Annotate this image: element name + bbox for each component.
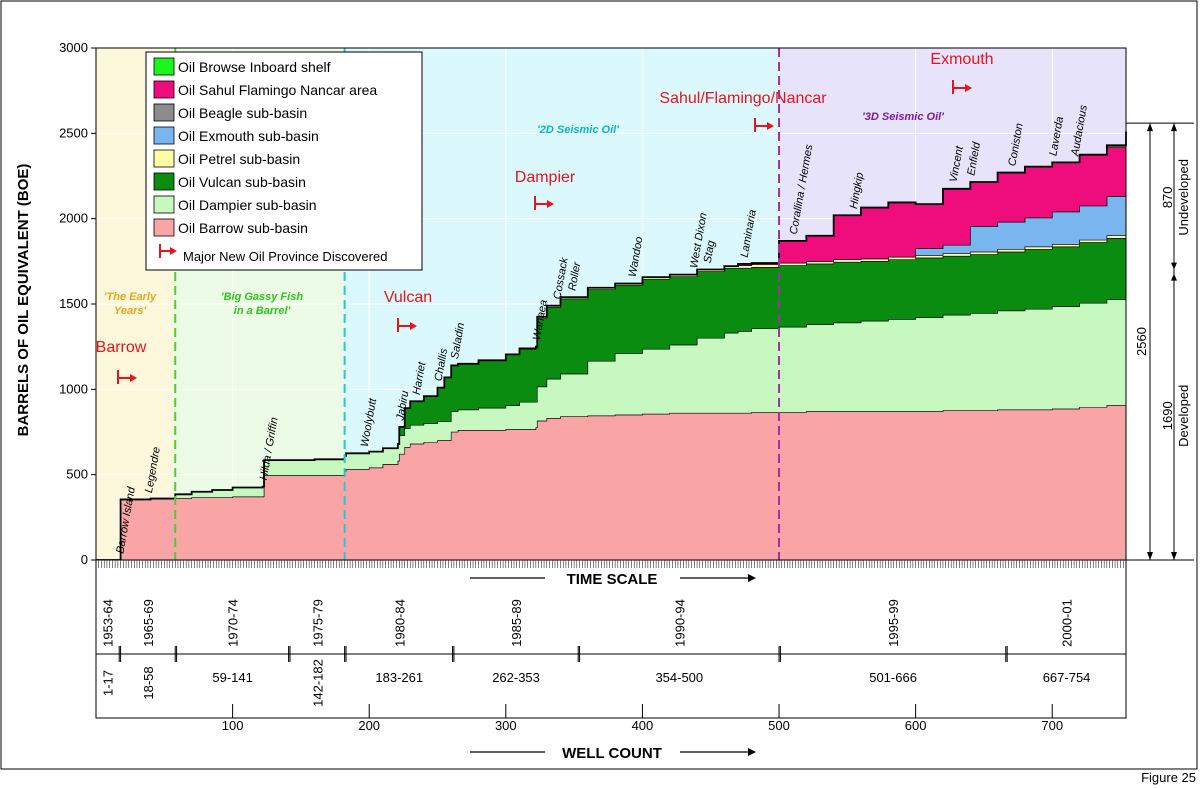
timeline-frame (95, 559, 1127, 719)
x-axis-label: WELL COUNT (562, 745, 662, 762)
legend-swatch-oil-beagle-sub-basin (153, 103, 175, 122)
well-range-18-58: 18-58 (141, 666, 156, 699)
well-range-354-500: 354-500 (655, 670, 703, 685)
province-label-barrow: Barrow (96, 339, 147, 356)
x-tick-label: 700 (1041, 718, 1063, 733)
well-range-142-182: 142-182 (310, 659, 325, 707)
legend-label-oil-browse-inboard-shelf: Oil Browse Inboard shelf (178, 59, 331, 75)
period-label-2000-01: 2000-01 (1060, 599, 1075, 647)
era-label-line: in a Barrel' (234, 305, 291, 317)
legend-province-arrowhead (170, 247, 177, 255)
era-label-line: 'The Early (104, 291, 157, 303)
x-tick-label: 500 (768, 718, 790, 733)
undeveloped-label: Undeveloped (1176, 159, 1191, 236)
legend-label-oil-petrel-sub-basin: Oil Petrel sub-basin (178, 151, 300, 167)
era-labels: 'The Early Years' 'Big Gassy Fish in a Barr… (104, 111, 944, 317)
well-range-59-141: 59-141 (212, 670, 252, 685)
well-count-arrowhead (748, 748, 756, 756)
legend-label-oil-sahul-flamingo-nancar-area: Oil Sahul Flamingo Nancar area (178, 82, 377, 98)
era-label-line: '2D Seismic Oil' (537, 124, 619, 136)
y-axis-label: BARRELS OF OIL EQUIVALENT (BOE) (15, 164, 32, 437)
field-label-stag: Stag (702, 239, 718, 264)
x-tick-label: 400 (632, 718, 654, 733)
period-label-1995-99: 1995-99 (886, 599, 901, 647)
reserves-total-value: 2560 (1134, 327, 1149, 356)
period-label-1990-94: 1990-94 (672, 599, 687, 647)
period-label-1953-64: 1953-64 (101, 599, 116, 647)
province-arrowhead-1 (410, 322, 417, 330)
x-tick-label: 200 (358, 718, 380, 733)
period-label-1970-74: 1970-74 (226, 599, 241, 647)
well-range-1-17: 1-17 (101, 670, 116, 696)
legend-box (145, 51, 423, 271)
well-range-501-666: 501-666 (869, 670, 917, 685)
era-label-line: 'Big Gassy Fish (221, 291, 303, 303)
legend-swatch-oil-dampier-sub-basin (153, 195, 175, 214)
developed-label: Developed (1176, 385, 1191, 447)
province-label-dampier: Dampier (515, 169, 576, 186)
field-label-harriet: Harriet (411, 360, 429, 396)
x-tick-label: 600 (905, 718, 927, 733)
province-label-exmouth: Exmouth (930, 51, 993, 68)
province-label-vulcan: Vulcan (384, 289, 432, 306)
legend-label-oil-vulcan-sub-basin: Oil Vulcan sub-basin (178, 174, 306, 190)
era-label-2: '2D Seismic Oil' (537, 124, 619, 136)
timeline-panel: 1953-64 1965-69 1970-74 1975-79 1980-84 1985-… (95, 559, 1127, 756)
y-tick-label: 500 (66, 467, 88, 482)
period-label-1985-89: 1985-89 (509, 599, 524, 647)
province-markers: Barrow Vulcan Dampier Sahul/Flamingo/Nancar… (96, 51, 994, 384)
y-tick-label: 2000 (59, 211, 88, 226)
well-range-183-261: 183-261 (375, 670, 423, 685)
period-label-1980-84: 1980-84 (392, 599, 407, 647)
y-tick-label: 1000 (59, 381, 88, 396)
well-range-667-754: 667-754 (1043, 670, 1091, 685)
province-label-sahul-flamingo-nancar: Sahul/Flamingo/Nancar (659, 90, 827, 107)
undeveloped-value: 870 (1160, 186, 1175, 208)
x-tick-label: 100 (222, 718, 244, 733)
time-scale-arrowhead (748, 574, 756, 582)
period-label-1975-79: 1975-79 (310, 599, 325, 647)
legend-province-label: Major New Oil Province Discovered (183, 249, 387, 264)
figure-label: Figure 25 (1141, 770, 1196, 785)
province-arrowhead-2 (547, 200, 554, 208)
era-label-line: Years' (114, 305, 147, 317)
x-tick-label: 300 (495, 718, 517, 733)
era-label-line: '3D Seismic Oil' (862, 111, 944, 123)
reserves-annotation: 2560 870 Undeveloped 1690 Developed (1126, 122, 1194, 561)
field-label-roller: Roller (567, 260, 584, 292)
legend-label-oil-dampier-sub-basin: Oil Dampier sub-basin (178, 197, 317, 213)
legend-label-oil-barrow-sub-basin: Oil Barrow sub-basin (178, 220, 308, 236)
y-tick-label: 2500 (59, 125, 88, 140)
legend-label-oil-beagle-sub-basin: Oil Beagle sub-basin (178, 105, 307, 121)
time-scale-label: TIME SCALE (567, 571, 658, 588)
y-tick-label: 3000 (59, 40, 88, 55)
legend-swatch-oil-vulcan-sub-basin (153, 172, 175, 191)
field-label-jabiru: Jabiru (394, 390, 411, 423)
province-arrowhead-3 (767, 122, 774, 130)
era-label-3: '3D Seismic Oil' (862, 111, 944, 123)
legend-swatch-oil-petrel-sub-basin (153, 149, 175, 168)
field-label-enfield: Enfield (965, 140, 983, 176)
well-range-262-353: 262-353 (492, 670, 540, 685)
developed-value: 1690 (1160, 401, 1175, 430)
era-label-0: 'The Early Years' (104, 291, 157, 317)
period-label-1965-69: 1965-69 (141, 599, 156, 647)
province-arrowhead-4 (965, 84, 972, 92)
legend-label-oil-exmouth-sub-basin: Oil Exmouth sub-basin (178, 128, 319, 144)
province-arrowhead-0 (130, 374, 137, 382)
y-tick-label: 0 (81, 552, 88, 567)
stacked-areas (96, 131, 1127, 561)
y-tick-label: 1500 (59, 296, 88, 311)
legend: Oil Browse Inboard shelf Oil Sahul Flamin… (145, 51, 423, 271)
cumulative-total-line (96, 131, 1127, 561)
figure-frame (0, 0, 1198, 770)
legend-swatch-oil-browse-inboard-shelf (153, 57, 175, 76)
legend-swatch-oil-sahul-flamingo-nancar-area (153, 80, 175, 99)
legend-swatch-oil-barrow-sub-basin (153, 218, 175, 237)
legend-swatch-oil-exmouth-sub-basin (153, 126, 175, 145)
era-label-1: 'Big Gassy Fish in a Barrel' (221, 291, 303, 317)
field-label-challis: Challis (433, 347, 451, 382)
